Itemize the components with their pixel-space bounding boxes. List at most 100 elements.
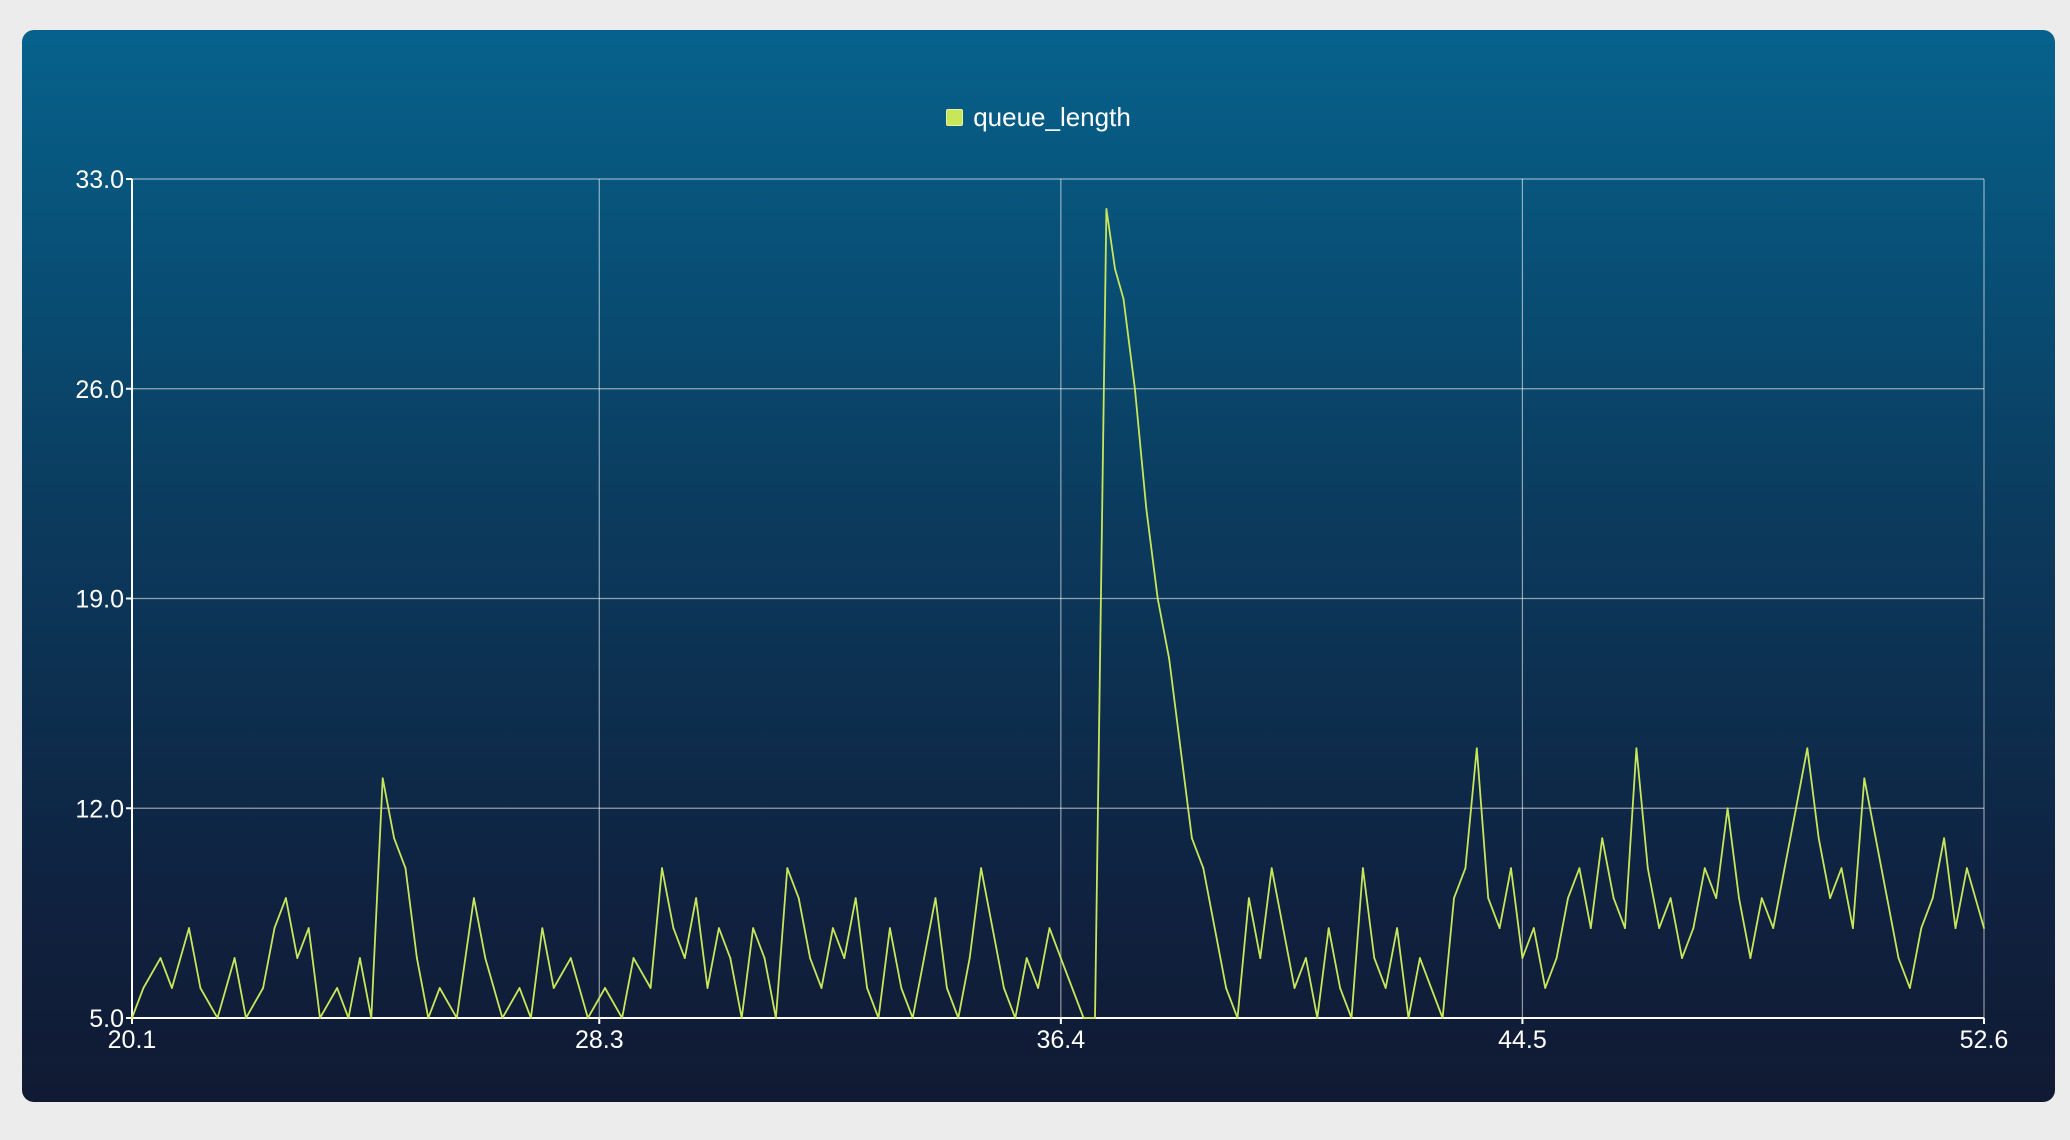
data-point-0-68 [991,927,994,930]
data-point-0-50 [786,867,789,870]
data-point-0-81 [1134,387,1136,390]
data-point-0-52 [809,957,812,959]
data-point-0-8 [245,1017,247,1019]
data-point-0-18 [370,1017,373,1019]
data-point-0-11 [284,897,287,900]
data-point-0-65 [957,1017,960,1019]
data-point-0-103 [1384,987,1387,989]
data-point-0-108 [1441,1017,1444,1019]
data-point-0-138 [1783,867,1786,870]
data-point-0-6 [216,1017,219,1019]
data-point-0-97 [1316,1017,1319,1019]
data-point-0-140 [1806,747,1809,750]
data-point-0-131 [1703,867,1706,870]
x-tick-label-3: 44.5 [1498,1026,1547,1054]
legend: queue_length [22,102,2055,133]
data-point-0-66 [968,957,971,959]
data-point-0-76 [1082,1017,1085,1019]
data-point-0-92 [1259,957,1262,959]
data-point-0-137 [1772,927,1775,930]
data-point-0-112 [1487,897,1490,900]
data-point-0-109 [1453,897,1455,900]
data-point-0-148 [1897,957,1900,959]
data-point-0-71 [1025,957,1028,959]
data-point-0-117 [1544,987,1547,989]
data-point-0-85 [1179,747,1182,750]
x-tick-label-1: 28.3 [575,1026,624,1054]
data-point-0-114 [1510,867,1512,870]
x-tick-label-2: 36.4 [1037,1026,1086,1054]
data-point-0-130 [1692,927,1695,930]
data-point-0-105 [1407,1017,1410,1019]
data-point-0-154 [1966,867,1968,870]
data-point-0-27 [484,957,487,959]
data-point-0-89 [1225,987,1228,989]
data-point-0-100 [1350,1017,1353,1019]
data-point-0-119 [1567,897,1569,900]
data-point-0-84 [1168,657,1171,660]
data-point-0-2 [159,957,162,959]
data-point-0-72 [1037,987,1039,989]
data-point-0-25 [455,1017,458,1019]
data-point-0-63 [934,897,937,900]
data-point-0-49 [775,1017,777,1019]
data-point-0-29 [518,987,521,989]
data-point-0-113 [1498,927,1501,930]
data-point-0-48 [763,957,766,959]
data-point-0-69 [1002,987,1005,989]
data-point-0-127 [1658,927,1661,930]
data-point-0-73 [1048,927,1051,930]
data-point-0-54 [832,927,834,930]
data-point-0-46 [740,1017,743,1019]
data-point-0-19 [381,777,384,780]
data-point-0-62 [923,957,925,959]
data-point-0-82 [1145,507,1148,510]
data-point-0-14 [319,1017,321,1019]
data-point-0-94 [1282,927,1284,930]
data-point-0-57 [866,987,869,989]
x-tick-label-0: 20.1 [108,1026,157,1054]
data-point-0-60 [900,987,903,989]
data-point-0-77 [1094,1017,1096,1019]
data-point-0-37 [632,957,635,959]
data-point-0-96 [1304,957,1307,959]
data-point-0-118 [1555,957,1558,959]
data-point-0-20 [393,837,396,840]
data-point-0-59 [888,927,891,930]
legend-swatch-queue-length [946,109,964,126]
data-point-0-98 [1327,927,1330,930]
data-point-0-144 [1852,927,1854,930]
data-point-0-106 [1418,957,1421,959]
data-point-0-120 [1578,867,1581,870]
series-line-queue-length [131,208,1985,1019]
data-point-0-55 [843,957,846,959]
data-point-0-104 [1396,927,1398,930]
data-point-0-139 [1795,807,1797,810]
data-point-0-4 [188,927,190,930]
data-point-0-107 [1430,987,1433,989]
data-point-0-26 [473,897,475,900]
data-point-0-95 [1293,987,1296,989]
data-point-0-61 [911,1017,914,1019]
data-point-0-129 [1681,957,1683,959]
line-chart: 5.0 12.0 19.0 26.0 33.0 20.1 28.3 36.4 44.5 52.6 [75,166,2008,1054]
data-point-0-78 [1105,208,1108,210]
data-point-0-134 [1738,897,1740,900]
data-point-0-16 [347,1017,350,1019]
data-point-0-79 [1114,267,1116,270]
data-point-0-9 [262,987,264,989]
y-tick-label-0: 5.0 [89,1005,124,1033]
data-point-0-83 [1156,597,1159,600]
data-point-0-42 [695,897,698,900]
data-point-0-101 [1361,867,1364,870]
data-point-0-30 [529,1017,532,1019]
data-point-0-122 [1601,837,1604,840]
data-point-0-1 [142,987,145,989]
data-point-0-64 [945,987,948,989]
data-point-0-75 [1071,987,1074,989]
data-point-0-90 [1236,1017,1239,1019]
data-point-0-93 [1270,867,1273,870]
data-point-0-41 [683,957,686,959]
data-point-0-38 [649,987,652,989]
y-tick-label-1: 12.0 [75,795,124,823]
